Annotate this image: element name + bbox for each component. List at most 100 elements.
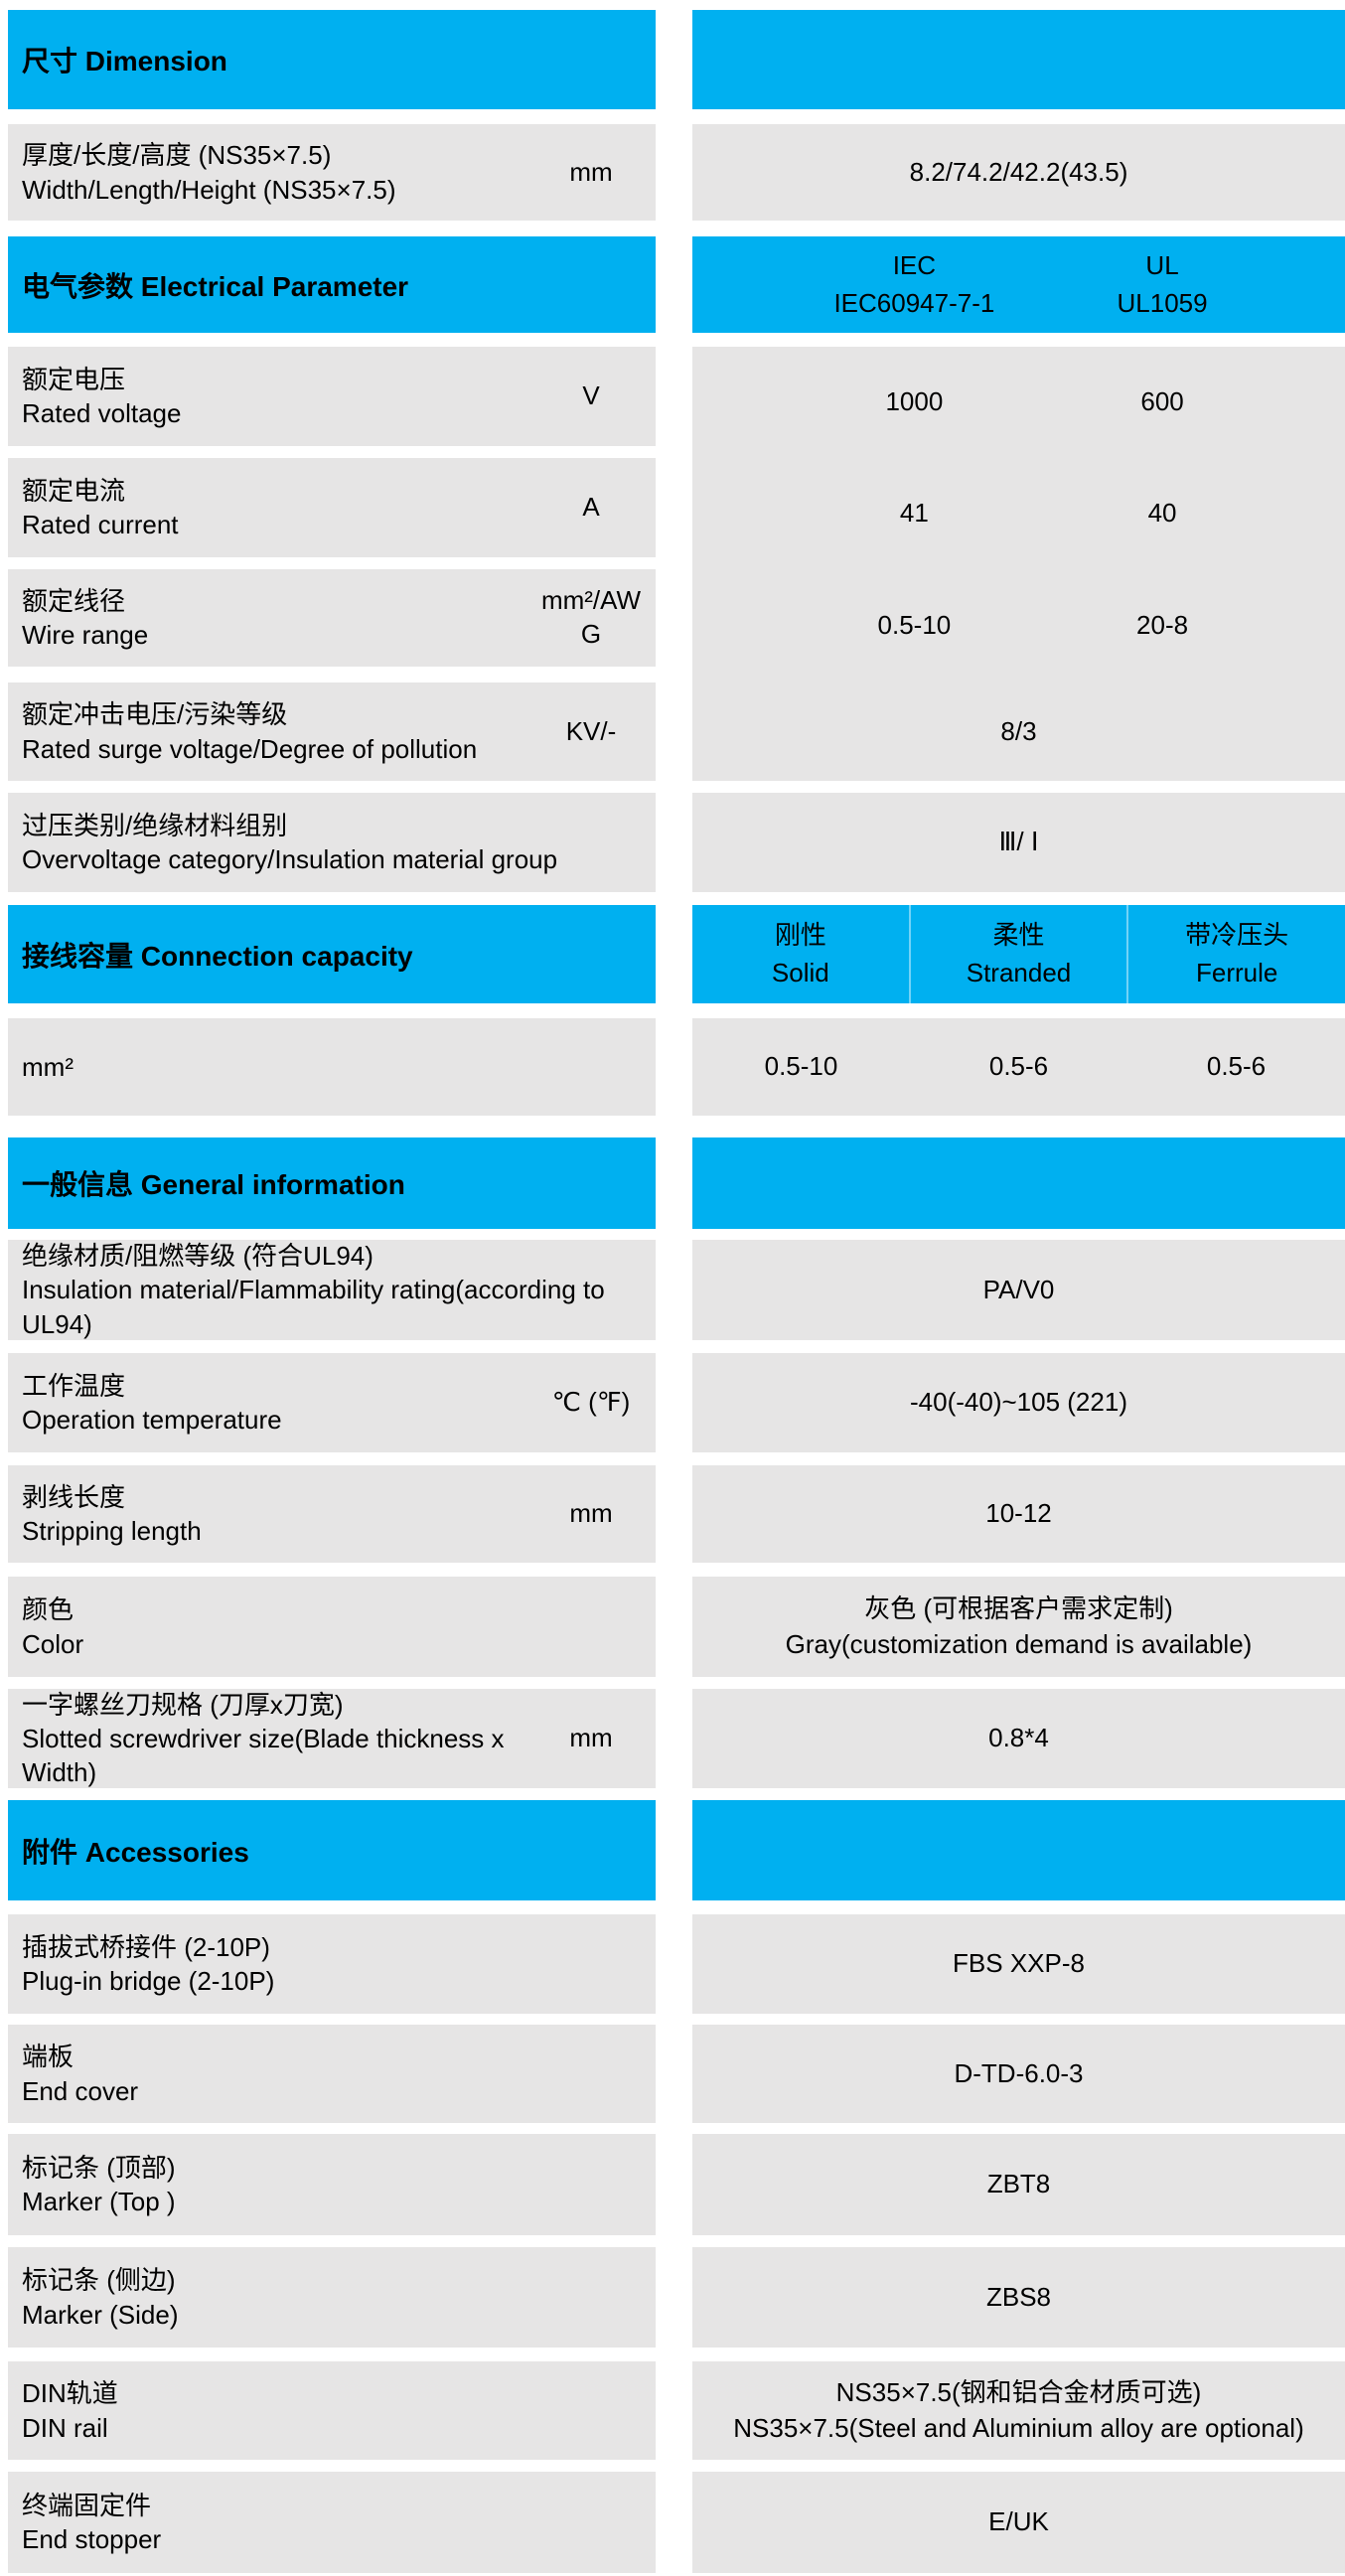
section-title-text: 一般信息 General information — [22, 1169, 405, 1200]
column-solid-en: Solid — [771, 957, 829, 987]
label-capacity-text: mm² — [22, 1051, 74, 1082]
label-stripping-zh: 剥线长度 — [22, 1481, 126, 1512]
standard-ul: UL UL1059 — [1038, 247, 1286, 322]
standard-iec: IEC IEC60947-7-1 — [791, 247, 1039, 322]
label-insulation-zh: 绝缘材质/阻燃等级 (符合UL94) — [22, 1241, 374, 1272]
row-endcover: 端板 End cover D-TD-6.0-3 — [0, 2025, 1345, 2123]
label-overvoltage-en: Overvoltage category/Insulation material… — [22, 844, 558, 874]
label-stripping-en: Stripping length — [22, 1516, 202, 1546]
value-marker-top: ZBT8 — [692, 2134, 1345, 2235]
section-title-accessories: 附件 Accessories — [8, 1800, 656, 1900]
column-divider — [656, 1465, 692, 1563]
row-color: 颜色 Color 灰色 (可根据客户需求定制) Gray(customizati… — [0, 1577, 1345, 1677]
electrical-rows: 额定电压 Rated voltage V 额定电流 Rated current … — [0, 347, 1345, 781]
capacity-values: 0.5-10 0.5-6 0.5-6 — [692, 1018, 1345, 1116]
column-divider — [656, 1689, 692, 1788]
label-bridge-zh: 插拔式桥接件 (2-10P) — [22, 1931, 270, 1962]
column-solid: 刚性 Solid — [692, 905, 909, 1003]
column-divider — [656, 1240, 692, 1340]
section-title-text: 尺寸 Dimension — [22, 46, 227, 76]
label-rated-voltage: 额定电压 Rated voltage V — [8, 347, 656, 446]
section-title-text: 电气参数 Electrical Parameter — [22, 270, 409, 302]
label-marker-top: 标记条 (顶部) Marker (Top ) — [8, 2134, 656, 2235]
label-endcover-en: End cover — [22, 2075, 139, 2106]
column-divider — [656, 124, 692, 221]
label-screwdriver-en: Slotted screwdriver size(Blade thickness… — [22, 1723, 505, 1788]
column-divider — [656, 793, 692, 892]
value-temperature: -40(-40)~105 (221) — [692, 1353, 1345, 1452]
value-surge-voltage: 8/3 — [1000, 716, 1037, 746]
label-wire-range-en: Wire range — [22, 620, 149, 650]
row-overvoltage: 过压类别/绝缘材料组别 Overvoltage category/Insulat… — [0, 793, 1345, 892]
value-wire-range-iec: 0.5-10 — [877, 610, 952, 641]
label-bridge: 插拔式桥接件 (2-10P) Plug-in bridge (2-10P) — [8, 1914, 656, 2014]
label-din-rail-en: DIN rail — [22, 2412, 108, 2443]
connection-columns-header: 刚性 Solid 柔性 Stranded 带冷压头 Ferrule — [692, 905, 1345, 1003]
value-din-rail-zh: NS35×7.5(钢和铝合金材质可选) — [835, 2376, 1202, 2407]
value-endcover: D-TD-6.0-3 — [692, 2025, 1345, 2123]
value-capacity-stranded: 0.5-6 — [988, 1051, 1049, 1082]
column-divider — [656, 2025, 692, 2123]
label-wire-range: 额定线径 Wire range mm²/AWG — [8, 569, 656, 667]
value-bridge: FBS XXP-8 — [692, 1914, 1345, 2014]
label-surge-voltage-en: Rated surge voltage/Degree of pollution — [22, 733, 478, 764]
label-end-stopper-zh: 终端固定件 — [22, 2490, 152, 2520]
column-divider — [656, 1018, 692, 1116]
value-rated-voltage-iec: 1000 — [885, 386, 944, 417]
label-size-zh: 厚度/长度/高度 (NS35×7.5) — [22, 140, 332, 171]
column-ferrule-en: Ferrule — [1196, 957, 1278, 987]
label-rated-voltage-en: Rated voltage — [22, 398, 182, 428]
section-title-electrical: 电气参数 Electrical Parameter — [8, 236, 656, 333]
row-temperature: 工作温度 Operation temperature ℃ (℉) -40(-40… — [0, 1353, 1345, 1452]
row-marker-top: 标记条 (顶部) Marker (Top ) ZBT8 — [0, 2134, 1345, 2235]
label-color-zh: 颜色 — [22, 1594, 75, 1625]
value-capacity-ferrule: 0.5-6 — [1206, 1051, 1267, 1082]
section-general-header-right — [692, 1137, 1345, 1229]
column-divider — [656, 1137, 692, 1229]
section-general-header: 一般信息 General information — [0, 1137, 1345, 1229]
row-insulation: 绝缘材质/阻燃等级 (符合UL94) Insulation material/F… — [0, 1240, 1345, 1340]
value-wire-range-ul: 20-8 — [1136, 610, 1189, 641]
label-rated-current-zh: 额定电流 — [22, 475, 126, 506]
unit-temperature: ℃ (℉) — [551, 1387, 631, 1418]
label-temperature: 工作温度 Operation temperature ℃ (℉) — [8, 1353, 656, 1452]
label-temperature-en: Operation temperature — [22, 1405, 282, 1435]
column-stranded-zh: 柔性 — [992, 919, 1045, 950]
value-screwdriver: 0.8*4 — [692, 1689, 1345, 1788]
label-marker-side: 标记条 (侧边) Marker (Side) — [8, 2247, 656, 2348]
unit-size: mm — [569, 156, 613, 187]
label-insulation-en: Insulation material/Flammability rating(… — [22, 1275, 605, 1339]
label-marker-top-en: Marker (Top ) — [22, 2187, 176, 2216]
value-marker-side: ZBS8 — [692, 2247, 1345, 2348]
label-rated-current-en: Rated current — [22, 510, 179, 539]
unit-rated-voltage: V — [582, 380, 600, 411]
value-rated-current-ul: 40 — [1147, 498, 1177, 529]
unit-rated-current: A — [582, 492, 600, 523]
label-size-en: Width/Length/Height (NS35×7.5) — [22, 174, 396, 205]
value-rated-voltage-ul: 600 — [1140, 386, 1184, 417]
label-color-en: Color — [22, 1628, 84, 1659]
label-end-stopper-en: End stopper — [22, 2524, 162, 2554]
value-color-zh: 灰色 (可根据客户需求定制) — [864, 1592, 1173, 1623]
row-marker-side: 标记条 (侧边) Marker (Side) ZBS8 — [0, 2247, 1345, 2348]
label-surge-voltage-zh: 额定冲击电压/污染等级 — [22, 699, 288, 730]
section-electrical-header: 电气参数 Electrical Parameter IEC IEC60947-7… — [0, 236, 1345, 333]
value-capacity-solid: 0.5-10 — [764, 1051, 838, 1082]
value-rated-current-iec: 41 — [899, 498, 929, 529]
standards-header: IEC IEC60947-7-1 UL UL1059 — [692, 236, 1345, 333]
value-insulation: PA/V0 — [692, 1240, 1345, 1340]
column-ferrule: 带冷压头 Ferrule — [1126, 905, 1345, 1003]
section-title-text: 附件 Accessories — [22, 1836, 249, 1868]
label-surge-voltage: 额定冲击电压/污染等级 Rated surge voltage/Degree o… — [8, 682, 656, 781]
label-color: 颜色 Color — [8, 1577, 656, 1677]
section-accessories-header: 附件 Accessories — [0, 1800, 1345, 1900]
column-stranded-en: Stranded — [966, 957, 1072, 987]
section-accessories-header-right — [692, 1800, 1345, 1900]
column-divider — [656, 1577, 692, 1677]
label-capacity: mm² — [8, 1018, 656, 1116]
column-divider — [656, 10, 692, 109]
column-stranded: 柔性 Stranded — [908, 905, 1127, 1003]
section-title-dimension: 尺寸 Dimension — [8, 10, 656, 109]
label-screwdriver: 一字螺丝刀规格 (刀厚x刀宽) Slotted screwdriver size… — [8, 1689, 656, 1788]
value-color-en: Gray(customization demand is available) — [785, 1628, 1253, 1659]
